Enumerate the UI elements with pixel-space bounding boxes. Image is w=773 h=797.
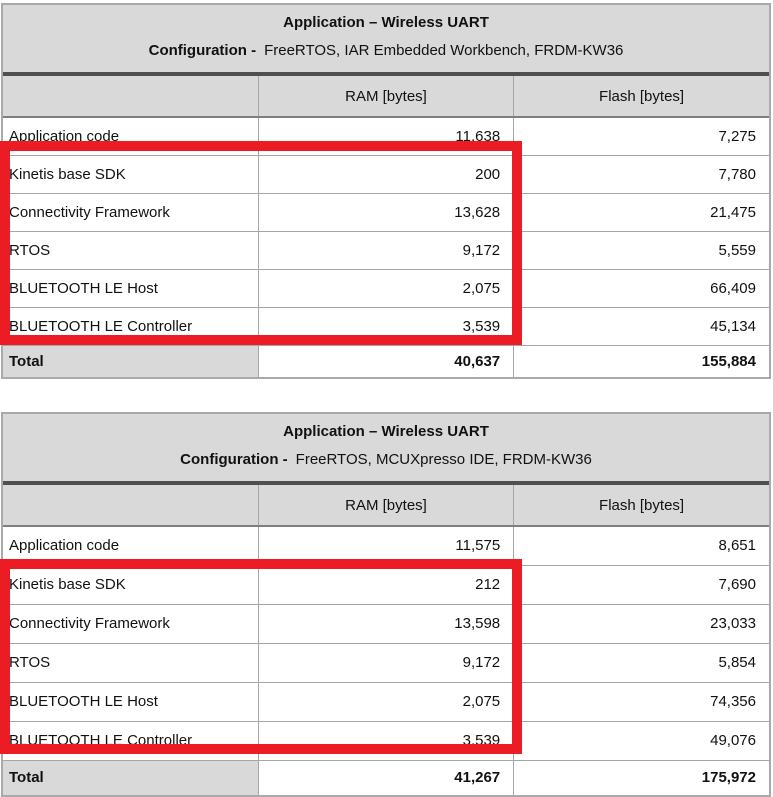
table-row: Application code 11,575 8,651 (3, 525, 769, 566)
table-row: Kinetis base SDK 200 7,780 (3, 154, 769, 194)
table-row: RTOS 9,172 5,854 (3, 642, 769, 683)
ram-column-header: RAM [bytes] (257, 76, 515, 118)
configuration-value: FreeRTOS, MCUXpresso IDE, FRDM-KW36 (295, 451, 592, 468)
component-label: RTOS (3, 230, 259, 270)
header-separator-bar (3, 481, 769, 485)
table-row: RTOS 9,172 5,559 (3, 230, 769, 270)
flash-value: 66,409 (513, 268, 769, 308)
flash-value: 5,854 (513, 642, 769, 683)
table-row: BLUETOOTH LE Host 2,075 74,356 (3, 681, 769, 722)
flash-value: 23,033 (513, 603, 769, 644)
ram-value: 200 (257, 154, 515, 194)
ram-value: 2,075 (257, 268, 515, 308)
flash-value: 21,475 (513, 192, 769, 232)
ram-value: 11,575 (257, 525, 515, 566)
flash-value: 45,134 (513, 306, 769, 346)
component-label: Connectivity Framework (3, 603, 259, 644)
total-ram-value: 41,267 (257, 759, 515, 795)
ram-value: 9,172 (257, 230, 515, 270)
memory-usage-table: RAM [bytes] Flash [bytes] Application co… (3, 76, 769, 377)
table-row: Kinetis base SDK 212 7,690 (3, 564, 769, 605)
total-label: Total (3, 759, 259, 795)
table-configuration: Configuration - FreeRTOS, MCUXpresso IDE,… (3, 451, 769, 469)
empty-header-cell (3, 485, 259, 527)
header-separator-bar (3, 72, 769, 76)
total-label: Total (3, 344, 259, 377)
flash-value: 7,780 (513, 154, 769, 194)
memory-usage-table: RAM [bytes] Flash [bytes] Application co… (3, 485, 769, 795)
table-title: Application – Wireless UART (283, 423, 489, 440)
ram-value: 11,638 (257, 116, 515, 156)
empty-header-cell (3, 76, 259, 118)
ram-value: 13,598 (257, 603, 515, 644)
component-label: BLUETOOTH LE Controller (3, 720, 259, 761)
total-flash-value: 175,972 (513, 759, 769, 795)
flash-value: 8,651 (513, 525, 769, 566)
ram-value: 3,539 (257, 720, 515, 761)
component-label: Application code (3, 116, 259, 156)
flash-value: 7,275 (513, 116, 769, 156)
total-flash-value: 155,884 (513, 344, 769, 377)
flash-column-header: Flash [bytes] (513, 76, 769, 118)
table-row: BLUETOOTH LE Controller 3,539 45,134 (3, 306, 769, 346)
memory-table-mcuxpresso: Application – Wireless UART Configuratio… (1, 412, 771, 797)
ram-column-header: RAM [bytes] (257, 485, 515, 527)
memory-table-iar: Application – Wireless UART Configuratio… (1, 3, 771, 379)
ram-value: 13,628 (257, 192, 515, 232)
total-row: Total 41,267 175,972 (3, 759, 769, 795)
configuration-value: FreeRTOS, IAR Embedded Workbench, FRDM-K… (264, 42, 624, 59)
flash-value: 74,356 (513, 681, 769, 722)
table-row: Connectivity Framework 13,598 23,033 (3, 603, 769, 644)
component-label: Kinetis base SDK (3, 564, 259, 605)
component-label: Application code (3, 525, 259, 566)
ram-value: 9,172 (257, 642, 515, 683)
table-title: Application – Wireless UART (283, 14, 489, 31)
flash-column-header: Flash [bytes] (513, 485, 769, 527)
component-label: Connectivity Framework (3, 192, 259, 232)
table-row: BLUETOOTH LE Host 2,075 66,409 (3, 268, 769, 308)
flash-value: 5,559 (513, 230, 769, 270)
total-row: Total 40,637 155,884 (3, 344, 769, 377)
flash-value: 7,690 (513, 564, 769, 605)
ram-value: 3,539 (257, 306, 515, 346)
configuration-label: Configuration - (148, 42, 257, 59)
table-row: Connectivity Framework 13,628 21,475 (3, 192, 769, 232)
ram-value: 212 (257, 564, 515, 605)
column-header-row: RAM [bytes] Flash [bytes] (3, 76, 769, 118)
component-label: BLUETOOTH LE Controller (3, 306, 259, 346)
component-label: BLUETOOTH LE Host (3, 681, 259, 722)
component-label: RTOS (3, 642, 259, 683)
column-header-row: RAM [bytes] Flash [bytes] (3, 485, 769, 527)
configuration-label: Configuration - (180, 451, 288, 468)
ram-value: 2,075 (257, 681, 515, 722)
component-label: BLUETOOTH LE Host (3, 268, 259, 308)
table-row: Application code 11,638 7,275 (3, 116, 769, 156)
total-ram-value: 40,637 (257, 344, 515, 377)
table-title-band: Application – Wireless UART Configuratio… (3, 5, 769, 72)
flash-value: 49,076 (513, 720, 769, 761)
table-configuration: Configuration - FreeRTOS, IAR Embedded Wo… (3, 42, 769, 60)
table-title-band: Application – Wireless UART Configuratio… (3, 414, 769, 481)
component-label: Kinetis base SDK (3, 154, 259, 194)
table-row: BLUETOOTH LE Controller 3,539 49,076 (3, 720, 769, 761)
